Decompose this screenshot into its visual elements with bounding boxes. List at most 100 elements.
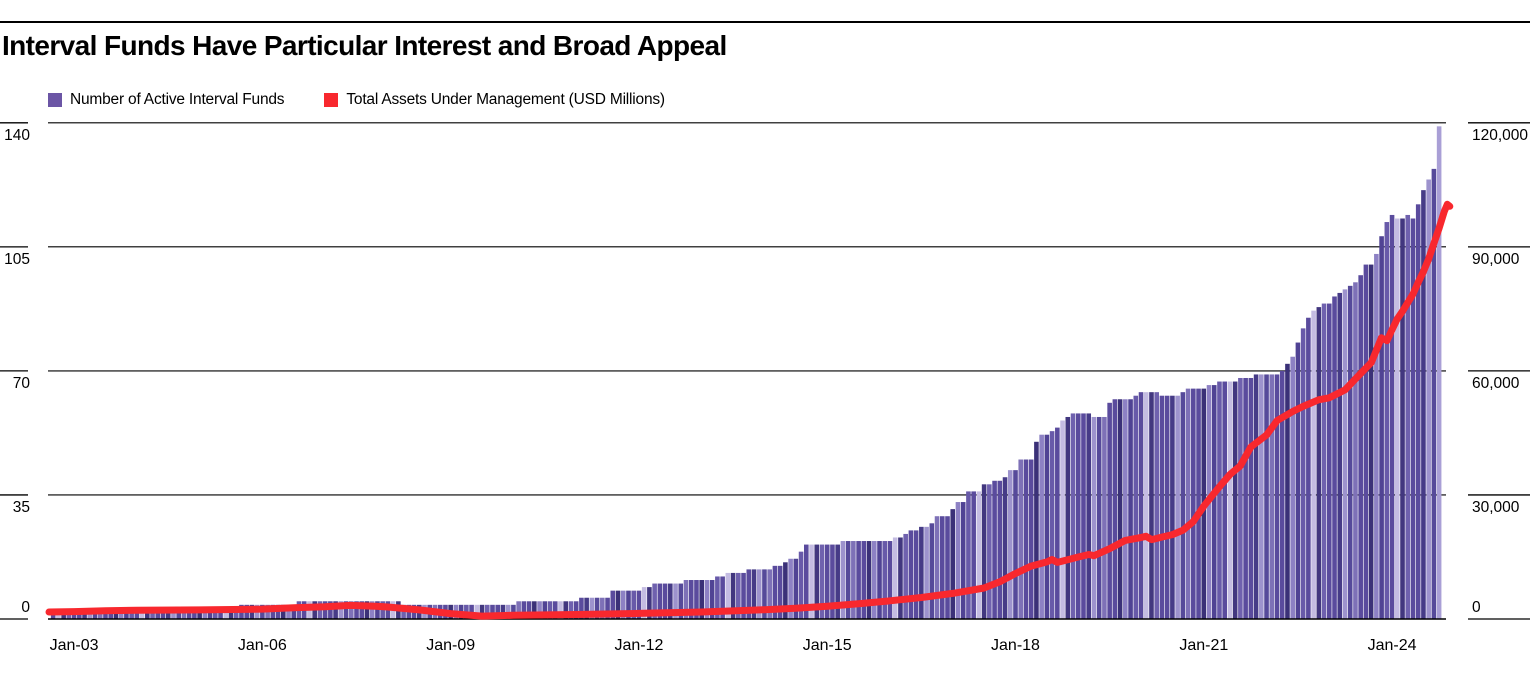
- active-funds-bar: [898, 537, 903, 619]
- active-funds-bar: [1400, 218, 1405, 619]
- left-axis-tick-label: 140: [4, 127, 30, 144]
- active-funds-bar: [699, 580, 704, 619]
- active-funds-bar: [830, 544, 835, 619]
- active-funds-bar: [997, 480, 1003, 619]
- active-funds-bar: [92, 611, 98, 619]
- active-funds-bar: [1117, 399, 1123, 619]
- active-funds-bar: [547, 601, 553, 619]
- active-funds-bar: [715, 576, 720, 619]
- active-funds-bar: [563, 601, 569, 619]
- active-funds-bar: [605, 597, 610, 619]
- aum-series-label: Total Assets Under Management (USD Milli…: [346, 91, 665, 108]
- active-funds-bar: [903, 533, 908, 619]
- active-funds-bar: [333, 601, 338, 619]
- active-funds-bar: [1039, 434, 1044, 619]
- right-axis-tick-label: 120,000: [1472, 127, 1528, 144]
- active-funds-bar: [1295, 342, 1301, 619]
- chart-title: Interval Funds Have Particular Interest …: [2, 30, 727, 61]
- active-funds-bar: [500, 604, 506, 619]
- active-funds-bar: [657, 583, 663, 619]
- active-funds-bar: [568, 601, 574, 619]
- active-funds-bar: [861, 541, 867, 619]
- active-funds-bar: [1358, 275, 1363, 619]
- active-funds-bar: [1248, 377, 1254, 619]
- active-funds-bar: [579, 597, 584, 619]
- active-funds-bar: [328, 601, 333, 619]
- active-funds-bar: [683, 580, 689, 619]
- active-funds-bar: [281, 604, 286, 619]
- active-funds-bar: [1337, 292, 1343, 619]
- active-funds-bar: [824, 544, 830, 619]
- active-funds-bar: [1049, 431, 1055, 619]
- active-funds-bar: [924, 526, 929, 619]
- right-axis-tick-label: 30,000: [1472, 499, 1520, 516]
- x-axis-tick-label: Jan-03: [50, 637, 99, 654]
- active-funds-bar: [181, 608, 187, 619]
- active-funds-bar: [186, 608, 192, 619]
- active-funds-bar: [1415, 204, 1421, 619]
- active-funds-bar: [939, 516, 945, 619]
- active-funds-bar: [155, 608, 161, 619]
- active-funds-bar: [741, 572, 746, 619]
- active-funds-bar: [615, 590, 621, 619]
- active-funds-bar: [1222, 381, 1227, 619]
- active-funds-bar: [772, 565, 778, 619]
- active-funds-bar: [1306, 317, 1311, 619]
- active-funds-bar: [1426, 179, 1431, 619]
- active-funds-bar: [558, 601, 563, 619]
- active-funds-bar: [981, 484, 987, 619]
- active-funds-bar: [783, 562, 788, 619]
- active-funds-bar: [819, 544, 825, 619]
- active-funds-bar: [113, 611, 119, 619]
- left-axis-tick-label: 105: [4, 251, 30, 268]
- active-funds-bar: [223, 608, 229, 619]
- active-funds-bar: [1431, 168, 1437, 619]
- active-funds-bar: [955, 502, 961, 619]
- left-axis-tick-label: 70: [13, 375, 31, 392]
- active-funds-bar: [1133, 395, 1139, 619]
- active-funds-bar: [359, 601, 365, 619]
- active-funds-bar: [678, 583, 684, 619]
- active-funds-bar: [1436, 126, 1442, 619]
- x-axis-tick-label: Jan-12: [614, 637, 663, 654]
- active-funds-bar: [87, 611, 93, 619]
- active-funds-bar: [71, 611, 77, 619]
- active-funds-bar: [594, 597, 600, 619]
- active-funds-bar: [1107, 402, 1112, 619]
- active-funds-bar: [490, 604, 495, 619]
- active-funds-bar: [537, 601, 542, 619]
- active-funds-bar: [647, 587, 652, 619]
- active-funds-bar: [1164, 395, 1170, 619]
- active-funds-bar: [767, 569, 772, 619]
- active-funds-bar: [338, 601, 344, 619]
- active-funds-bar: [1002, 477, 1008, 619]
- active-funds-bar: [662, 583, 668, 619]
- active-funds-bar: [364, 601, 370, 619]
- active-funds-bar: [1384, 222, 1390, 620]
- active-funds-bar: [552, 601, 558, 619]
- active-funds-bar: [631, 590, 637, 619]
- active-funds-bar: [1253, 374, 1259, 619]
- active-funds-bar: [56, 611, 61, 619]
- active-funds-bar: [736, 572, 741, 619]
- active-funds-bar: [375, 601, 380, 619]
- active-funds-bar: [1394, 218, 1400, 619]
- active-funds-bar: [960, 502, 966, 619]
- active-funds-bar: [50, 611, 56, 619]
- active-funds-bar: [1379, 236, 1384, 619]
- active-funds-bar: [892, 537, 898, 619]
- funds-series-label: Number of Active Interval Funds: [70, 91, 285, 108]
- active-funds-bar: [286, 604, 291, 619]
- active-funds-bar: [1034, 441, 1039, 619]
- active-funds-bar: [851, 541, 856, 619]
- active-funds-bar: [1405, 214, 1411, 620]
- active-funds-bar: [866, 541, 872, 619]
- left-axis-tick-label: 0: [21, 599, 30, 616]
- active-funds-bar: [1075, 413, 1081, 619]
- left-axis-tick-label: 35: [13, 499, 30, 516]
- active-funds-bar: [1374, 253, 1379, 619]
- active-funds-bar: [1290, 356, 1295, 619]
- aum-series-swatch: [324, 93, 339, 107]
- active-funds-bar: [521, 601, 527, 619]
- active-funds-bar: [641, 587, 647, 619]
